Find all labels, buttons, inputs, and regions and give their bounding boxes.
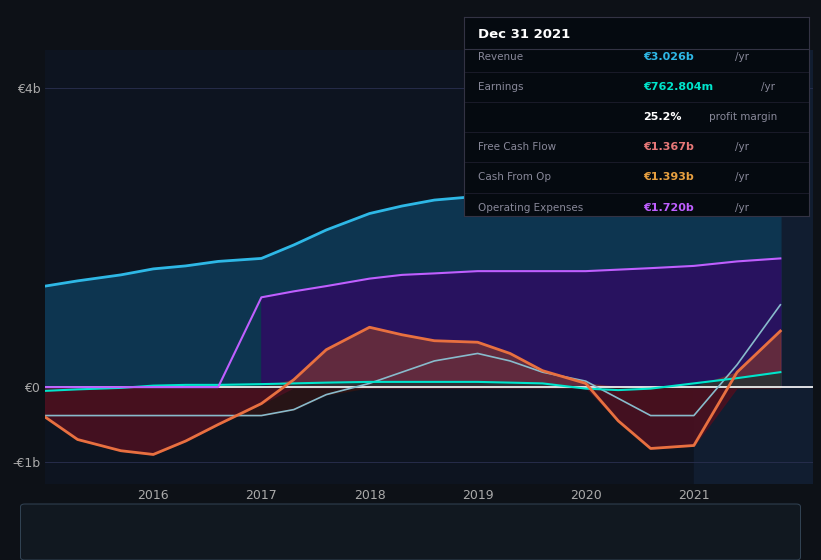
Text: Earnings: Earnings — [200, 528, 248, 538]
Text: profit margin: profit margin — [709, 112, 777, 122]
Text: /yr: /yr — [735, 52, 749, 62]
Text: Revenue: Revenue — [68, 528, 117, 538]
Text: 25.2%: 25.2% — [643, 112, 681, 122]
Text: €3.026b: €3.026b — [643, 52, 694, 62]
Text: €1.367b: €1.367b — [643, 142, 694, 152]
Text: ●: ● — [179, 526, 190, 540]
Text: Free Cash Flow: Free Cash Flow — [478, 142, 556, 152]
Text: ●: ● — [48, 526, 59, 540]
Text: Cash From Op: Cash From Op — [479, 528, 557, 538]
Text: ●: ● — [310, 526, 322, 540]
Bar — [694, 50, 813, 484]
Text: /yr: /yr — [735, 203, 749, 213]
Text: €1.393b: €1.393b — [643, 172, 694, 183]
Text: Operating Expenses: Operating Expenses — [478, 203, 583, 213]
Text: Earnings: Earnings — [478, 82, 523, 92]
Text: ●: ● — [458, 526, 470, 540]
Text: /yr: /yr — [761, 82, 775, 92]
Text: /yr: /yr — [735, 142, 749, 152]
Text: €762.804m: €762.804m — [643, 82, 713, 92]
Text: Operating Expenses: Operating Expenses — [618, 528, 731, 538]
Text: Dec 31 2021: Dec 31 2021 — [478, 28, 570, 41]
Text: Revenue: Revenue — [478, 52, 523, 62]
Text: ●: ● — [598, 526, 609, 540]
Text: Cash From Op: Cash From Op — [478, 172, 551, 183]
Text: /yr: /yr — [735, 172, 749, 183]
Text: €1.720b: €1.720b — [643, 203, 694, 213]
Text: Free Cash Flow: Free Cash Flow — [331, 528, 415, 538]
